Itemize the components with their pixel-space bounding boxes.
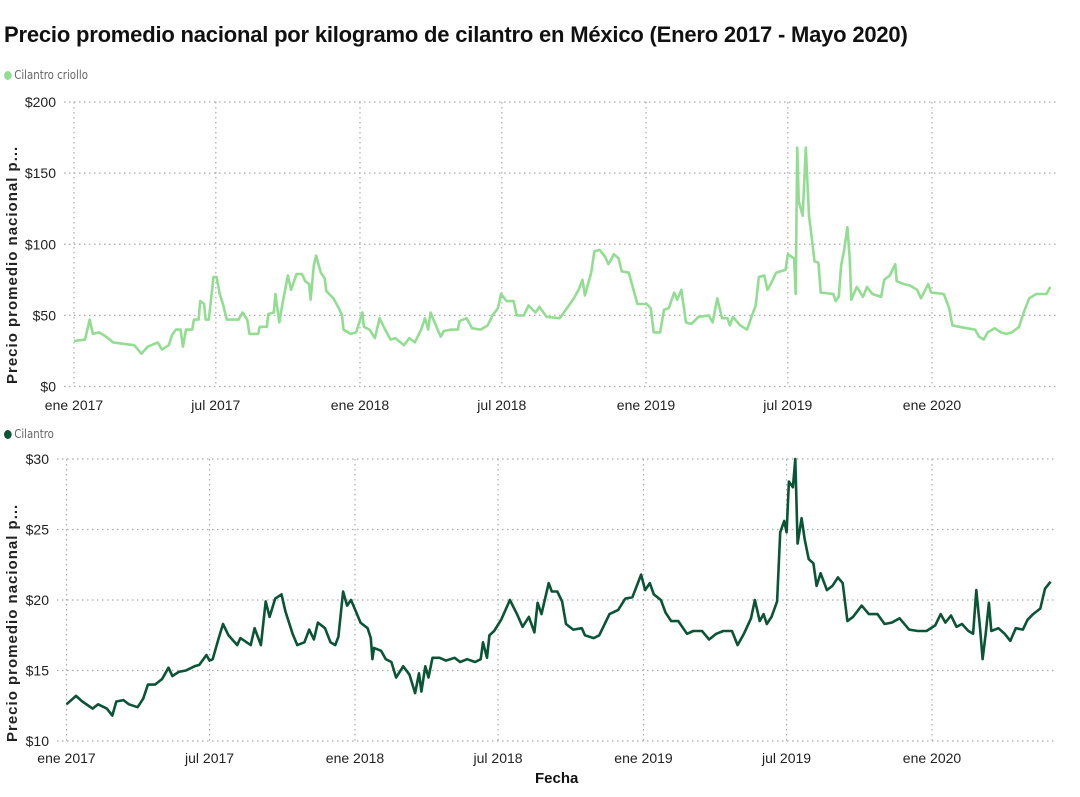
y-tick-label: $30: [26, 451, 50, 467]
x-tick-label: jul 2017: [184, 750, 234, 766]
legend-dot-icon: [4, 70, 12, 80]
y-tick-label: $25: [26, 522, 50, 538]
chart-title: Precio promedio nacional por kilogramo d…: [4, 22, 908, 47]
x-tick-label: ene 2019: [614, 750, 673, 766]
y-tick-label: $15: [26, 663, 50, 679]
x-tick-label: ene 2017: [37, 750, 96, 766]
x-tick-label: ene 2020: [903, 397, 962, 413]
legend-top: Cilantro criollo: [4, 68, 88, 82]
y-tick-label: $0: [40, 379, 56, 395]
x-tick-label: jul 2019: [762, 397, 812, 413]
series-line-cilantro-criollo: [73, 146, 1052, 356]
y-tick-label: $20: [26, 592, 50, 608]
legend-label: Cilantro criollo: [14, 68, 88, 82]
legend-bottom: Cilantro: [4, 427, 54, 441]
legend-label: Cilantro: [14, 427, 54, 441]
x-tick-label: ene 2017: [45, 397, 104, 413]
x-tick-label: jul 2017: [190, 397, 240, 413]
y-tick-label: $100: [25, 236, 56, 252]
series-line-cilantro: [65, 457, 1052, 717]
y-tick-label: $10: [26, 733, 50, 749]
x-tick-label: jul 2018: [473, 750, 523, 766]
legend-dot-icon: [4, 429, 12, 439]
y-tick-label: $200: [25, 94, 56, 110]
x-tick-label: ene 2018: [331, 397, 390, 413]
x-tick-label: ene 2018: [326, 750, 385, 766]
x-tick-label: jul 2018: [476, 397, 526, 413]
y-tick-label: $50: [33, 307, 57, 323]
x-axis-label: Fecha: [535, 770, 579, 787]
x-tick-label: ene 2019: [617, 397, 676, 413]
y-tick-label: $150: [25, 165, 56, 181]
x-tick-label: ene 2020: [903, 750, 962, 766]
x-tick-label: jul 2019: [761, 750, 811, 766]
